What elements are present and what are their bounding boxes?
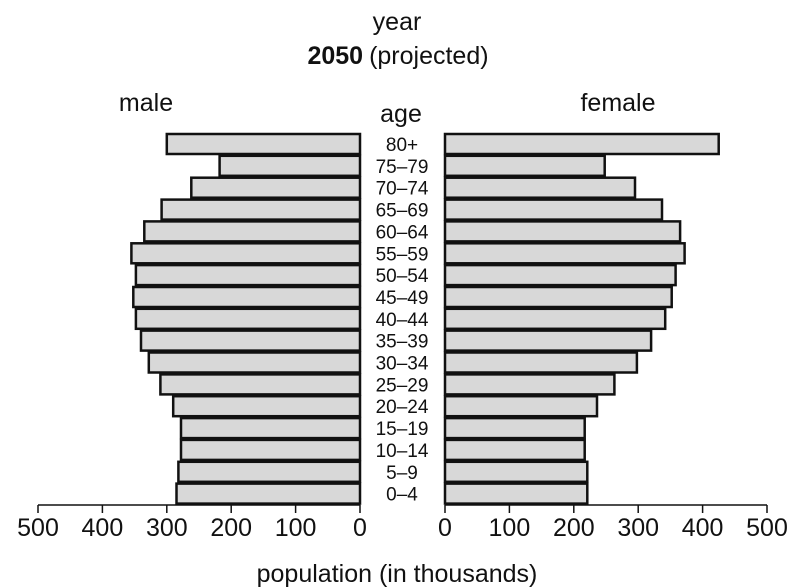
male-bars — [130, 132, 362, 505]
male-tick-label-5: 500 — [17, 514, 59, 542]
age-label-11: 25–29 — [376, 375, 429, 396]
female-bar-8 — [443, 307, 667, 331]
male-bar-10 — [147, 351, 362, 374]
male-bar-14 — [179, 438, 362, 462]
male-bar-15 — [177, 460, 362, 484]
age-label-7: 45–49 — [376, 288, 429, 309]
male-bar-1 — [218, 154, 362, 178]
female-bar-5 — [443, 242, 686, 265]
male-tick-label-3: 300 — [146, 514, 188, 542]
chart-title-year-label: year — [373, 8, 422, 36]
female-bar-6 — [443, 263, 677, 287]
age-label-3: 65–69 — [376, 201, 429, 222]
female-bar-11 — [443, 373, 616, 396]
female-bar-14 — [443, 438, 586, 462]
female-bar-15 — [443, 460, 589, 484]
male-tick-label-2: 200 — [210, 514, 252, 542]
female-x-axis: 0 100 200 300 400 500 — [438, 504, 788, 542]
male-bar-0 — [165, 132, 362, 156]
male-bar-4 — [143, 220, 362, 243]
female-tick-label-5: 500 — [746, 514, 788, 542]
age-label-15: 5–9 — [386, 463, 418, 484]
age-label-5: 55–59 — [376, 244, 429, 265]
male-bar-2 — [190, 176, 362, 199]
male-bar-13 — [179, 416, 362, 440]
male-bar-11 — [159, 373, 362, 396]
male-tick-label-0: 0 — [353, 514, 367, 542]
female-bars — [443, 132, 720, 505]
male-tick-label-1: 100 — [275, 514, 317, 542]
female-bar-12 — [443, 394, 599, 418]
male-bar-12 — [171, 394, 362, 418]
male-bar-9 — [139, 329, 362, 352]
female-bar-4 — [443, 220, 682, 243]
female-bar-0 — [443, 132, 720, 156]
female-bar-7 — [443, 285, 673, 309]
chart-title: 2050 (projected) — [307, 42, 488, 70]
age-label-10: 30–34 — [376, 354, 429, 375]
male-series-label: male — [119, 89, 173, 117]
male-bar-8 — [134, 307, 362, 331]
age-label-9: 35–39 — [376, 332, 429, 353]
chart-title-note: (projected) — [369, 42, 489, 70]
female-tick-label-2: 200 — [553, 514, 595, 542]
female-series-label: female — [580, 89, 655, 117]
age-label-14: 10–14 — [376, 441, 429, 462]
female-tick-label-4: 400 — [682, 514, 724, 542]
male-bar-16 — [175, 482, 362, 505]
female-tick-label-0: 0 — [438, 514, 452, 542]
male-bar-6 — [134, 263, 362, 287]
male-bar-7 — [132, 285, 362, 309]
chart-title-year: 2050 — [307, 42, 363, 70]
age-label-1: 75–79 — [376, 157, 429, 178]
x-axis-label: population (in thousands) — [257, 560, 538, 588]
female-bar-13 — [443, 416, 586, 440]
age-label-4: 60–64 — [376, 222, 429, 243]
age-label-16: 0–4 — [386, 485, 418, 506]
male-tick-label-4: 400 — [82, 514, 124, 542]
male-bar-3 — [160, 198, 362, 221]
female-bar-9 — [443, 329, 653, 352]
female-bar-2 — [443, 176, 637, 199]
age-axis-label: age — [380, 100, 422, 128]
age-label-12: 20–24 — [376, 397, 429, 418]
age-group-labels: 80+75–7970–7465–6960–6455–5950–5445–4940… — [376, 135, 429, 506]
female-tick-label-1: 100 — [489, 514, 531, 542]
age-label-6: 50–54 — [376, 266, 429, 287]
age-label-2: 70–74 — [376, 179, 429, 200]
female-bar-3 — [443, 198, 664, 221]
female-bar-1 — [443, 154, 606, 178]
male-x-axis: 0 100 200 300 400 500 — [17, 504, 367, 542]
female-bar-10 — [443, 351, 639, 374]
female-bar-16 — [443, 482, 589, 505]
male-bar-5 — [130, 242, 362, 265]
age-label-0: 80+ — [386, 135, 418, 156]
age-label-8: 40–44 — [376, 310, 429, 331]
age-label-13: 15–19 — [376, 419, 429, 440]
female-tick-label-3: 300 — [617, 514, 659, 542]
